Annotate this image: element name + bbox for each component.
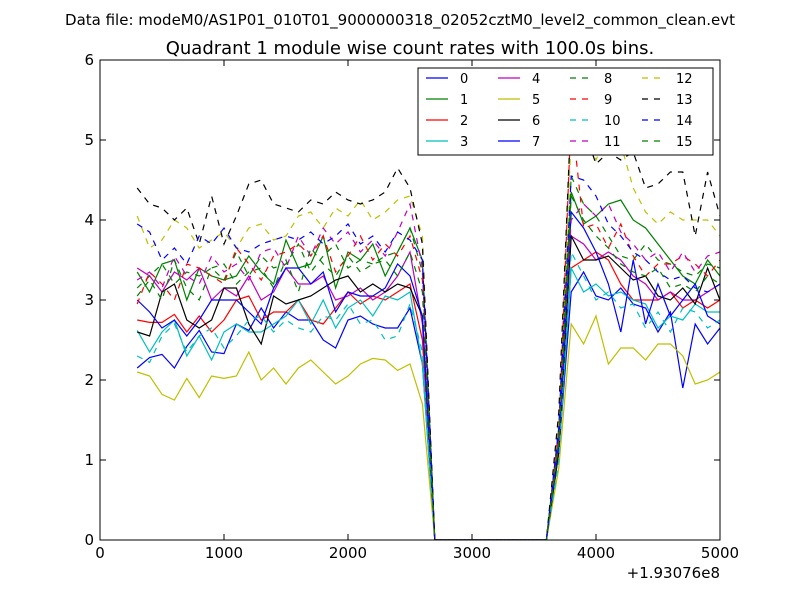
series-line-10	[136, 249, 720, 540]
legend-label-5: 5	[532, 93, 540, 108]
legend-label-6: 6	[532, 114, 540, 129]
legend-frame	[417, 67, 714, 156]
legend-label-11: 11	[604, 135, 621, 150]
legend-label-15: 15	[676, 135, 693, 150]
y-tick-label: 6	[84, 51, 94, 69]
x-tick-label: 1000	[205, 544, 243, 562]
legend-label-10: 10	[604, 114, 621, 129]
y-tick-label: 3	[84, 291, 94, 309]
legend-label-8: 8	[604, 72, 612, 87]
x-tick-label: 5000	[701, 544, 739, 562]
legend-label-13: 13	[676, 93, 693, 108]
series-layer	[136, 106, 720, 540]
series-line-15	[136, 193, 720, 540]
y-tick-label: 4	[84, 211, 94, 229]
legend-label-9: 9	[604, 93, 612, 108]
x-offset-label: +1.93076e8	[627, 564, 720, 582]
series-line-1	[136, 191, 720, 540]
legend-label-7: 7	[532, 135, 540, 150]
legend-label-2: 2	[460, 114, 468, 129]
x-tick-label: 2000	[329, 544, 367, 562]
series-line-8	[136, 175, 720, 540]
y-tick-label: 2	[84, 371, 94, 389]
legend-label-12: 12	[676, 72, 693, 87]
legend-label-3: 3	[460, 135, 468, 150]
legend-label-4: 4	[532, 72, 540, 87]
series-line-7	[136, 210, 720, 540]
y-tick-label: 5	[84, 131, 94, 149]
x-tick-label: 4000	[577, 544, 615, 562]
series-line-14	[136, 175, 720, 540]
y-tick-label: 1	[84, 451, 94, 469]
x-tick-label: 0	[95, 544, 105, 562]
series-line-5	[137, 314, 720, 540]
legend-label-1: 1	[460, 93, 468, 108]
x-tick-label: 3000	[453, 544, 491, 562]
series-line-13	[136, 106, 720, 540]
legend-label-14: 14	[676, 114, 693, 129]
chart-title: Quadrant 1 module wise count rates with …	[166, 38, 655, 59]
y-tick-label: 0	[84, 531, 94, 549]
legend-label-0: 0	[460, 72, 468, 87]
data-file-label: Data file: modeM0/AS1P01_010T01_90000003…	[65, 11, 735, 30]
series-line-11	[136, 202, 720, 540]
